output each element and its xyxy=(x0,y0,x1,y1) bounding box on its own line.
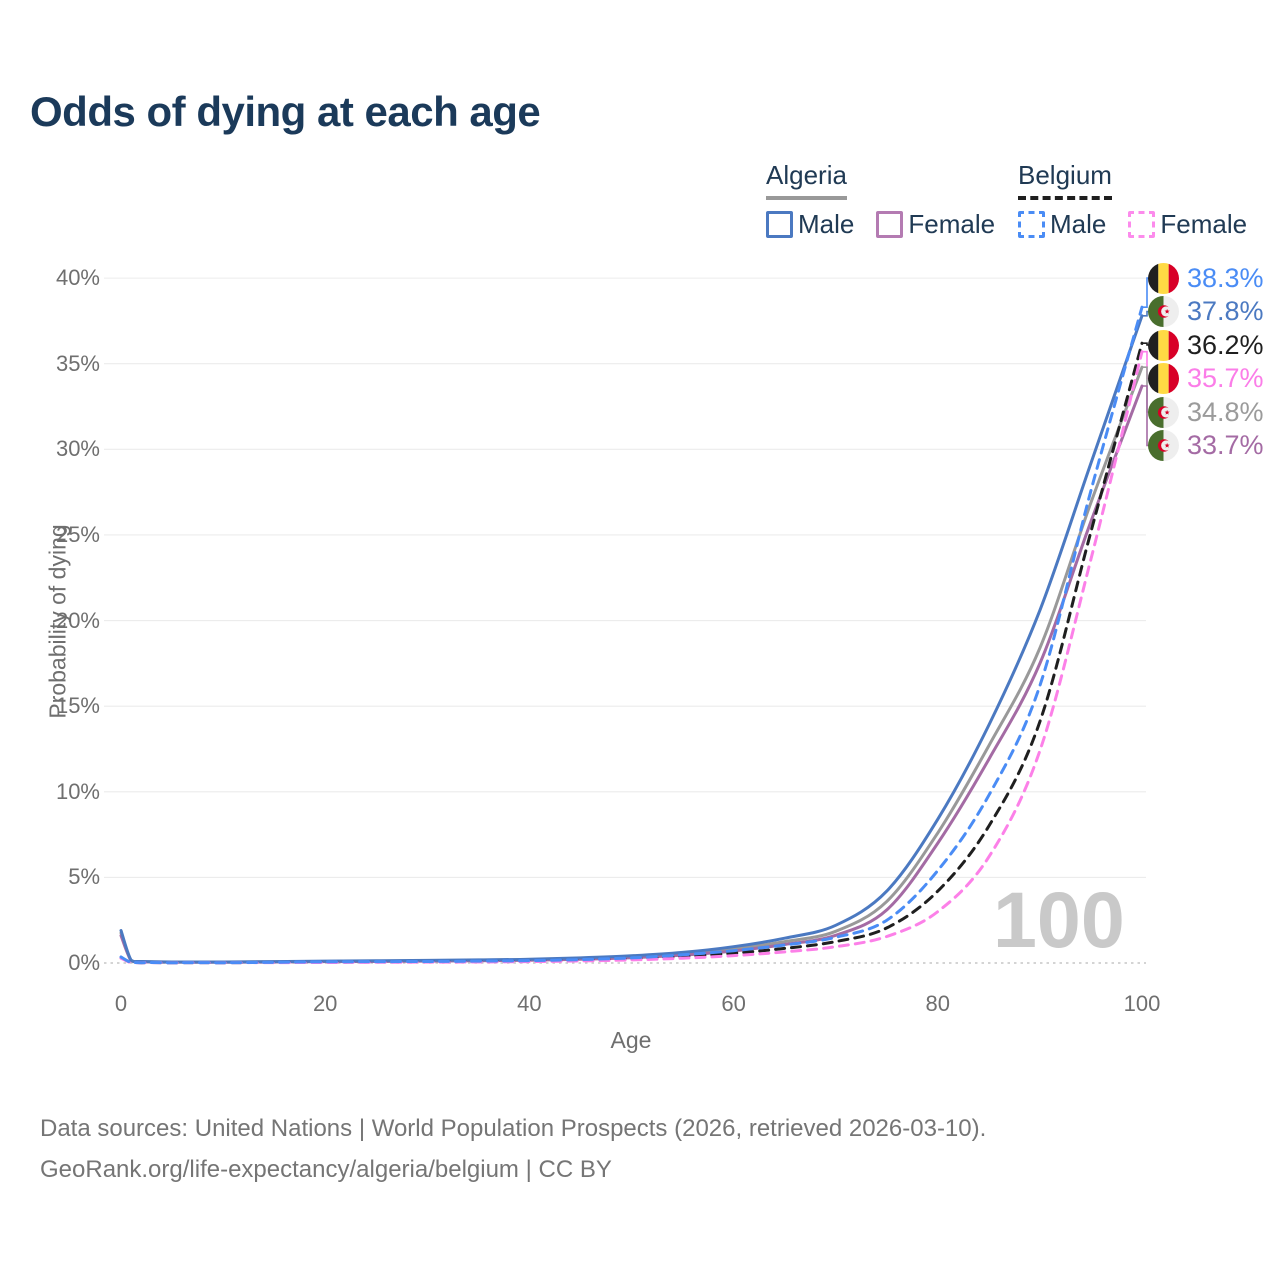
legend-item-belgium-female[interactable]: Female xyxy=(1128,209,1247,240)
footer-credits: Data sources: United Nations | World Pop… xyxy=(40,1108,986,1190)
x-tick-label: 60 xyxy=(721,991,746,1016)
y-tick-label: 5% xyxy=(68,864,100,890)
algeria-flag-icon xyxy=(1148,396,1179,428)
y-tick-label: 30% xyxy=(55,436,100,462)
end-label-value: 34.8% xyxy=(1187,396,1264,427)
y-tick-label: 20% xyxy=(55,607,100,633)
legend-label-belgium-male: Male xyxy=(1050,209,1107,239)
y-tick-label: 10% xyxy=(55,778,100,804)
x-tick-label: 0 xyxy=(114,991,128,1016)
legend-items-algeria: Male Female xyxy=(766,209,995,240)
age-watermark: 100 xyxy=(993,875,1125,964)
legend-items-belgium: Male Female xyxy=(1018,209,1247,240)
series-line-belgium-all[interactable] xyxy=(119,341,1144,965)
algeria-flag-icon xyxy=(1148,430,1179,461)
end-label-value: 38.3% xyxy=(1187,262,1264,293)
y-tick-label: 15% xyxy=(55,693,100,719)
legend-swatch-algeria-female xyxy=(876,211,904,238)
algeria-flag-icon xyxy=(1148,296,1179,327)
end-label-belgium-male: 38.3% xyxy=(1148,262,1264,294)
end-label-value: 37.8% xyxy=(1187,296,1264,326)
legend-swatch-algeria-male xyxy=(766,211,793,238)
legend-label-algeria-male: Male xyxy=(798,209,855,239)
footer-attribution: GeoRank.org/life-expectancy/algeria/belg… xyxy=(40,1156,612,1183)
y-axis-title: Probability of dying xyxy=(44,524,71,719)
end-label-belgium-female: 35.7% xyxy=(1148,363,1264,395)
belgium-flag-icon xyxy=(1148,262,1179,294)
end-label-algeria-male: 37.8% xyxy=(1148,296,1264,328)
x-tick-label: 40 xyxy=(517,991,542,1016)
legend-item-belgium-male[interactable]: Male xyxy=(1018,209,1106,240)
y-tick-label: 25% xyxy=(55,521,100,547)
end-label-value: 35.7% xyxy=(1187,363,1264,393)
x-tick-label: 20 xyxy=(312,991,338,1016)
legend-swatch-belgium-male xyxy=(1018,211,1045,238)
belgium-flag-icon xyxy=(1148,363,1179,394)
legend-group-algeria: Algeria Male Female xyxy=(766,160,995,240)
end-label-value: 36.2% xyxy=(1187,329,1264,360)
y-tick-label: 0% xyxy=(68,950,100,975)
end-label-algeria: 34.8% xyxy=(1148,396,1264,428)
end-label-belgium: 36.2% xyxy=(1148,329,1264,361)
series-line-algeria-male[interactable] xyxy=(119,314,1144,964)
y-tick-label: 35% xyxy=(55,350,100,376)
legend-header-belgium[interactable]: Belgium xyxy=(1018,160,1112,200)
legend-label-algeria-female: Female xyxy=(908,209,996,239)
footer-data-sources: Data sources: United Nations | World Pop… xyxy=(40,1115,987,1142)
x-tick-label: 100 xyxy=(1123,991,1161,1016)
series-line-algeria-female[interactable] xyxy=(119,384,1144,964)
legend-item-algeria-male[interactable]: Male xyxy=(766,209,854,240)
end-label-algeria-female: 33.7% xyxy=(1148,430,1264,462)
page-title: Odds of dying at each age xyxy=(30,88,541,135)
legend-swatch-belgium-female xyxy=(1128,211,1156,238)
legend-item-algeria-female[interactable]: Female xyxy=(876,209,995,240)
legend-label-belgium-female: Female xyxy=(1160,209,1248,239)
x-axis-title: Age xyxy=(610,1027,652,1053)
series-line-belgium-male[interactable] xyxy=(119,305,1144,965)
belgium-flag-icon xyxy=(1148,329,1179,361)
y-tick-label: 40% xyxy=(55,265,100,291)
x-tick-label: 80 xyxy=(925,991,951,1016)
legend-header-algeria[interactable]: Algeria xyxy=(766,160,847,200)
series-line-belgium-female[interactable] xyxy=(119,350,1144,965)
series-line-algeria-all[interactable] xyxy=(119,365,1144,964)
legend-group-belgium: Belgium Male Female xyxy=(1018,160,1247,240)
end-label-value: 33.7% xyxy=(1187,430,1264,460)
